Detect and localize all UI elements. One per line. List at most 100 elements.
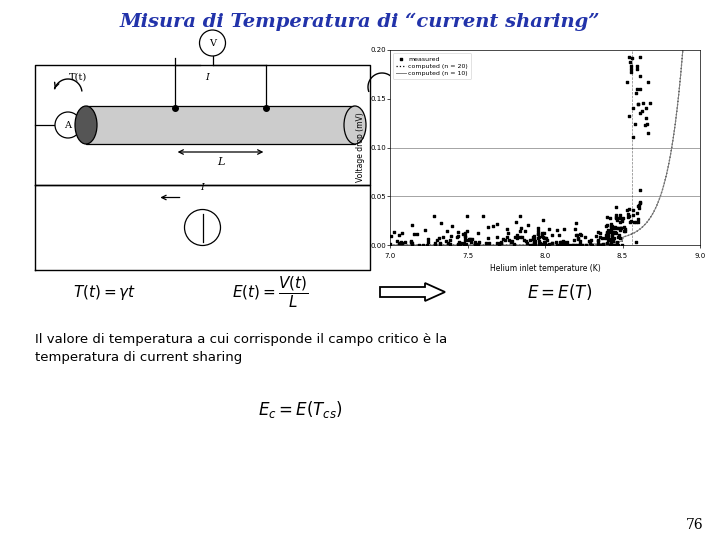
measured	[397, 239, 408, 247]
measured	[611, 213, 622, 222]
measured	[617, 214, 629, 222]
measured	[610, 227, 621, 236]
measured	[601, 221, 613, 230]
measured	[494, 239, 505, 248]
measured	[606, 220, 617, 228]
measured	[407, 221, 418, 230]
measured	[612, 224, 624, 233]
measured	[574, 237, 585, 246]
measured	[553, 241, 564, 249]
measured	[422, 235, 433, 244]
Y-axis label: Voltage drop (mV): Voltage drop (mV)	[356, 113, 364, 183]
Text: L: L	[217, 157, 224, 167]
Text: Il valore di temperatura a cui corrisponde il campo critico è la: Il valore di temperatura a cui corrispon…	[35, 334, 447, 347]
computed (n = 10)	[535, 242, 544, 248]
measured	[584, 237, 595, 245]
measured	[461, 227, 472, 235]
Ellipse shape	[344, 106, 366, 144]
measured	[592, 240, 603, 249]
Text: $E_c = E(T_{cs})$: $E_c = E(T_{cs})$	[258, 400, 343, 421]
measured	[453, 238, 464, 247]
measured	[538, 241, 549, 249]
measured	[400, 237, 411, 246]
measured	[632, 201, 644, 210]
measured	[608, 234, 620, 242]
measured	[521, 239, 533, 248]
measured	[440, 237, 451, 246]
measured	[451, 240, 463, 248]
measured	[460, 239, 472, 248]
measured	[529, 240, 541, 248]
measured	[602, 232, 613, 240]
measured	[580, 241, 592, 249]
measured	[626, 62, 637, 70]
measured	[539, 241, 550, 249]
measured	[556, 241, 567, 249]
measured	[570, 231, 582, 240]
measured	[524, 236, 536, 245]
measured	[557, 241, 569, 249]
measured	[605, 226, 616, 234]
measured	[625, 217, 636, 225]
measured	[632, 214, 644, 223]
measured	[611, 213, 622, 222]
measured	[568, 236, 580, 245]
measured	[441, 227, 453, 235]
measured	[615, 224, 626, 232]
measured	[573, 241, 585, 249]
measured	[584, 239, 595, 247]
measured	[472, 240, 483, 249]
measured	[527, 241, 539, 249]
measured	[623, 52, 634, 61]
measured	[618, 227, 630, 235]
measured	[539, 228, 550, 237]
measured	[634, 109, 646, 117]
X-axis label: Helium inlet temperature (K): Helium inlet temperature (K)	[490, 264, 600, 273]
measured	[534, 237, 545, 245]
measured	[525, 241, 536, 249]
measured	[561, 241, 572, 249]
measured	[614, 226, 626, 234]
measured	[607, 228, 618, 237]
measured	[535, 240, 546, 248]
measured	[608, 224, 620, 232]
measured	[575, 231, 587, 239]
measured	[612, 241, 624, 249]
measured	[384, 240, 396, 249]
measured	[601, 228, 613, 237]
measured	[611, 229, 622, 238]
measured	[521, 237, 532, 245]
measured	[616, 224, 627, 233]
measured	[567, 241, 579, 249]
measured	[609, 241, 621, 249]
measured	[542, 241, 554, 249]
measured	[538, 238, 549, 247]
computed (n = 10)	[554, 241, 562, 248]
measured	[634, 186, 646, 194]
FancyArrow shape	[380, 283, 445, 301]
measured	[482, 222, 493, 231]
measured	[444, 236, 456, 245]
measured	[444, 239, 455, 248]
measured	[634, 53, 646, 62]
measured	[456, 239, 467, 248]
measured	[596, 241, 608, 249]
measured	[436, 219, 447, 227]
computed (n = 10)	[640, 222, 649, 228]
measured	[431, 236, 443, 245]
computed (n = 20)	[696, 37, 704, 44]
measured	[538, 233, 549, 241]
measured	[560, 241, 572, 249]
measured	[532, 234, 544, 242]
measured	[624, 218, 636, 226]
measured	[603, 231, 614, 239]
computed (n = 10)	[533, 242, 541, 248]
measured	[595, 233, 606, 242]
computed (n = 10)	[386, 242, 395, 248]
measured	[533, 233, 544, 241]
measured	[528, 238, 540, 246]
measured	[635, 84, 647, 93]
measured	[634, 198, 645, 206]
measured	[624, 112, 635, 121]
measured	[602, 236, 613, 245]
